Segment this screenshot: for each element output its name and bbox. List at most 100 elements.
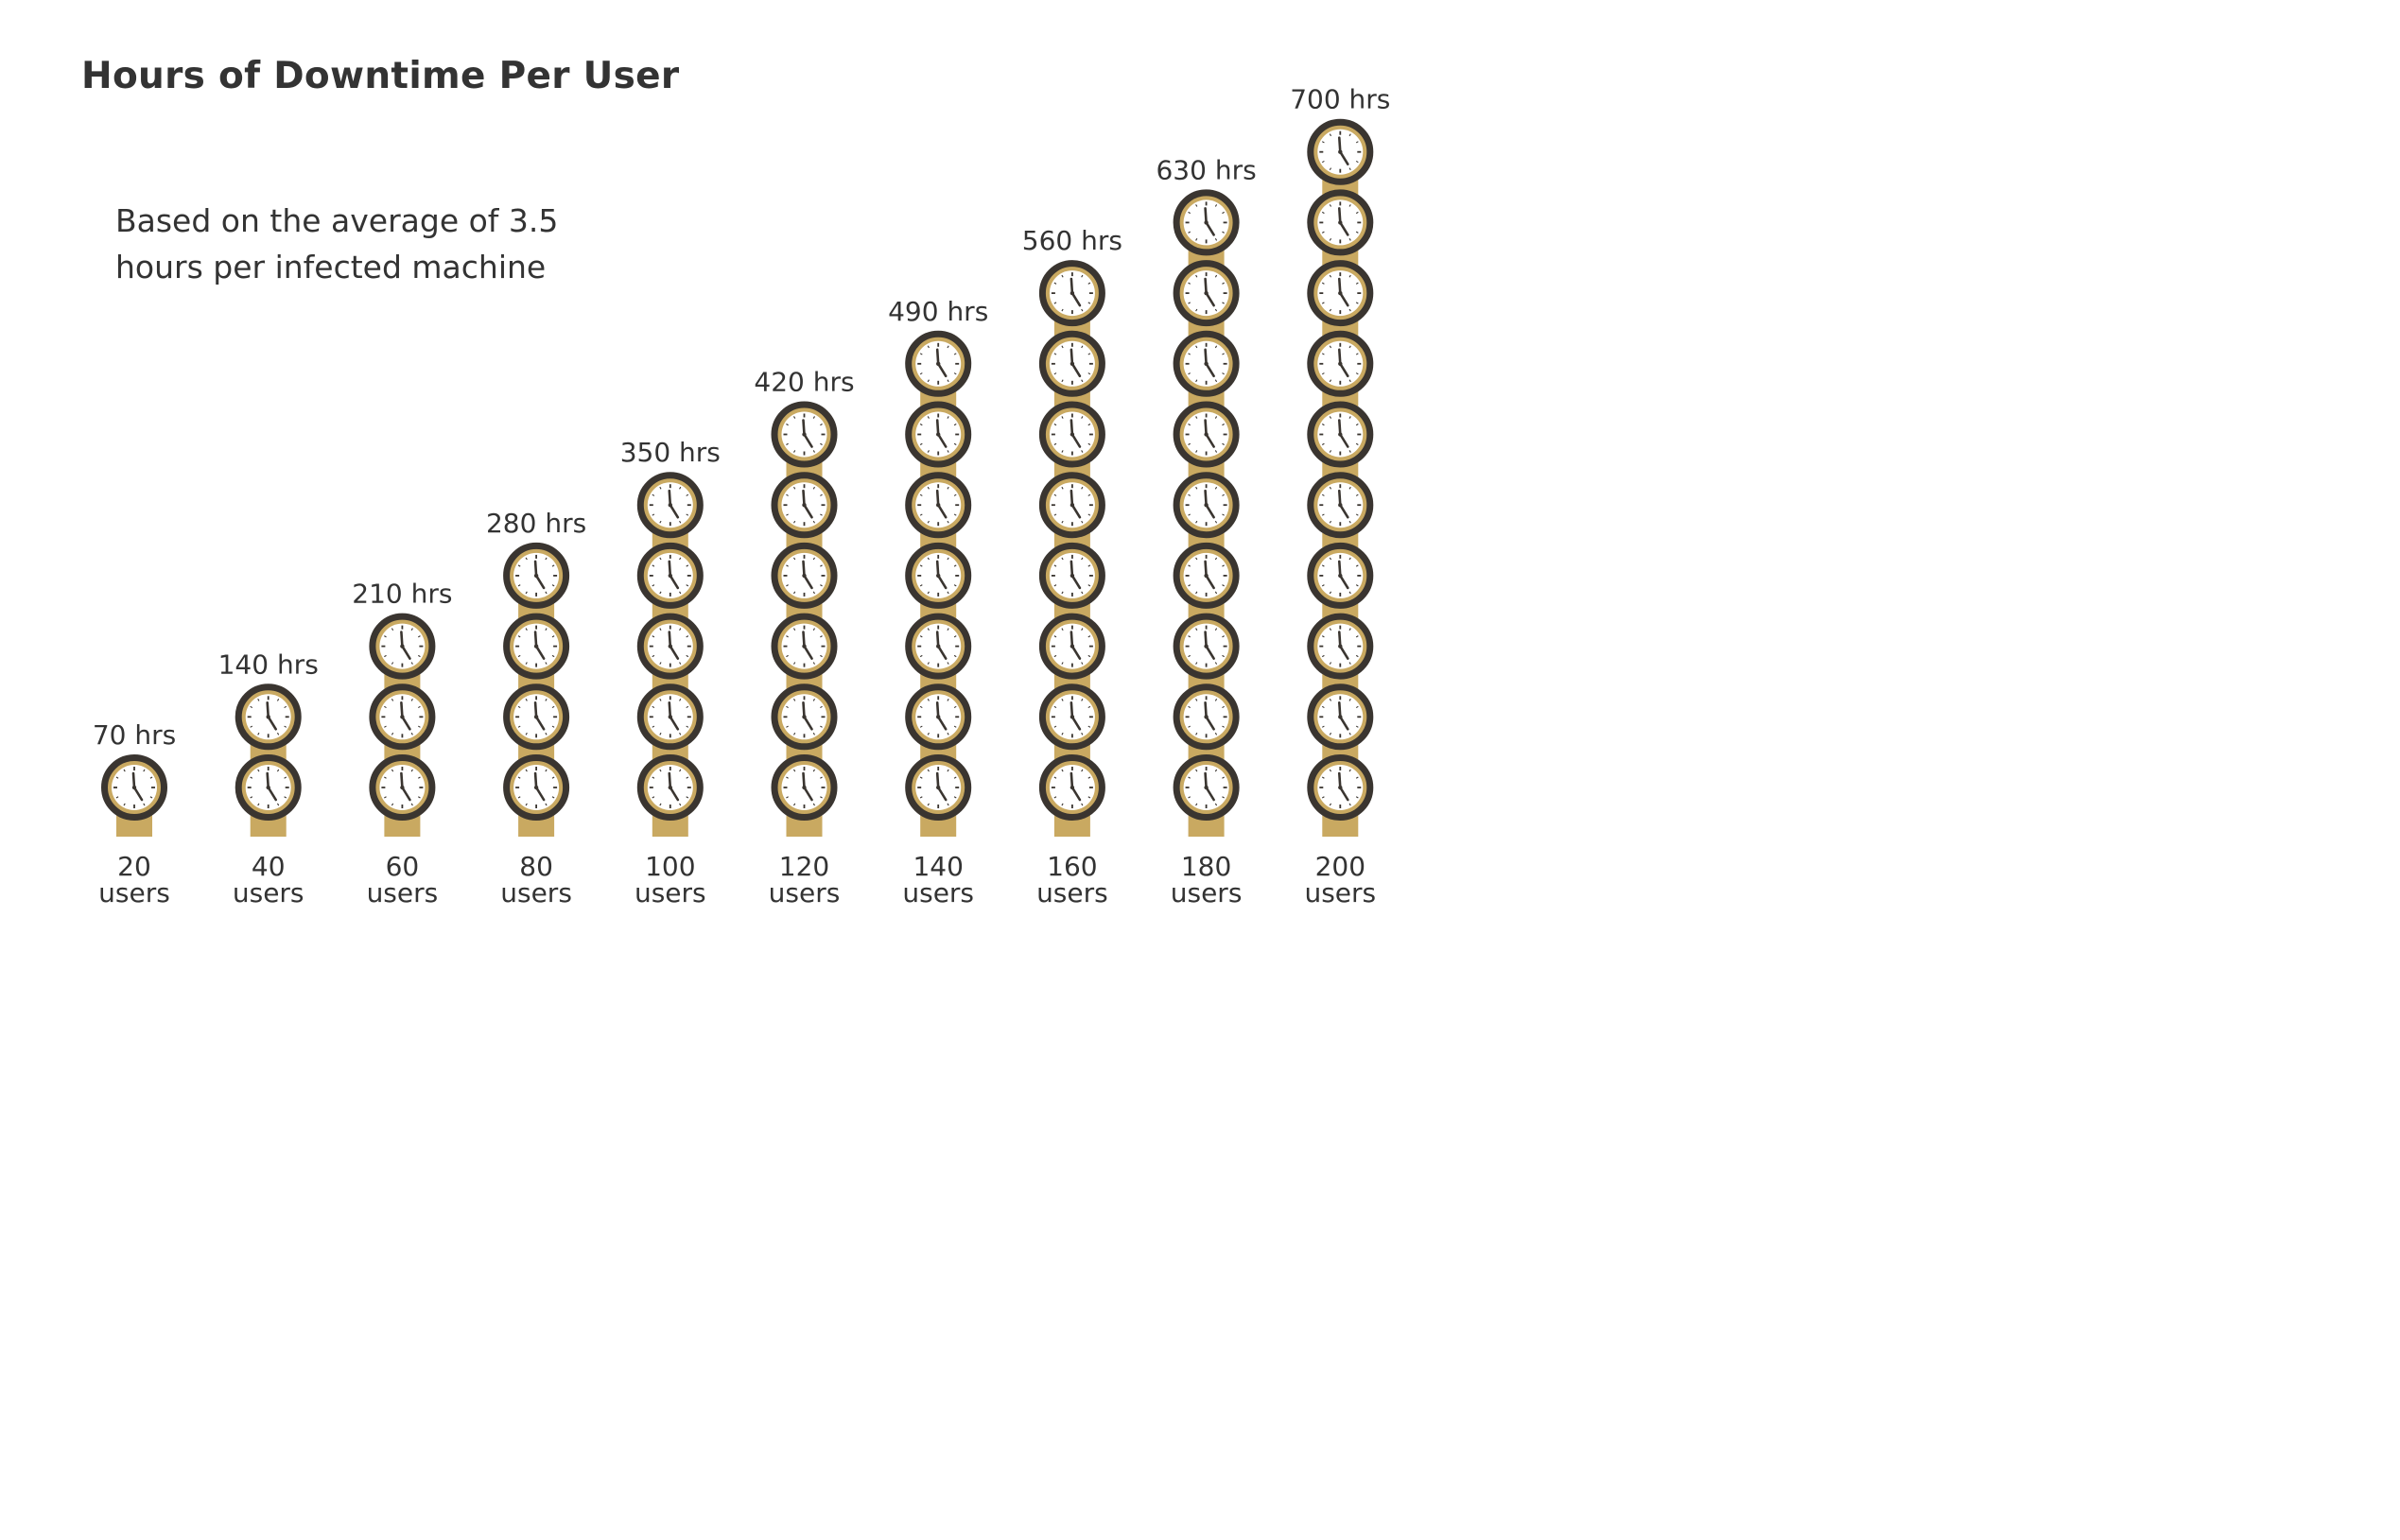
clock-tick [1214,274,1218,278]
clock-hand-minute [1339,291,1349,307]
clock-tick [812,591,815,595]
clock-tick [276,698,280,701]
clock-hand-minute [401,645,411,660]
chart-subtitle: Based on the average of 3.5 hours per in… [115,202,559,286]
clock-tick [384,654,387,658]
clock-icon [101,754,167,821]
clock-tick [927,450,930,453]
clock-tick [659,803,662,806]
clock-tick [1188,353,1191,355]
clock-tick [953,705,957,709]
clock-tick [1087,654,1091,658]
clock-tick [1087,372,1091,375]
chart: Hours of Downtime Per User Based on the … [0,0,1475,946]
clock-hand-minute [936,715,948,731]
clock-tick [517,725,521,728]
clock-tick [1061,450,1064,453]
category-unit-label: users [1036,877,1108,908]
clock-tick [786,564,789,567]
clock-tick [1348,803,1351,806]
clock-tick [1214,698,1218,701]
clock-icon [1038,683,1105,751]
value-label: 210 hrs [352,579,452,610]
clock-tick [1061,557,1064,561]
clock-tick [679,662,682,665]
clock-tick [1188,231,1191,234]
clock-tick [143,769,146,772]
clock-tick [1188,635,1191,638]
clock-hand-minute [669,786,680,802]
category-label: 20 [117,851,151,882]
clock-tick [1214,803,1218,806]
clock-tick [812,803,815,806]
clock-hand-minute [936,574,948,590]
clock-tick [1214,769,1218,772]
clock-tick [652,635,655,638]
clock-tick [384,635,387,638]
clock-tick [1081,557,1084,561]
clock-tick [1195,520,1198,524]
clock-tick [1321,513,1325,516]
clock-tick [525,803,528,806]
clock-icon [636,472,704,539]
clock-icon [1038,401,1105,468]
clock-hand-minute [1205,786,1215,802]
clock-tick [812,520,815,524]
clock-hand-minute [936,433,948,448]
clock-tick [652,776,655,779]
clock-tick [679,698,682,701]
clock-tick [1081,345,1084,349]
clock-hand-minute [1070,715,1082,731]
clock-hand-minute [1205,362,1215,378]
clock-tick [927,662,930,665]
clock-tick [659,698,662,701]
clock-tick [1188,424,1191,426]
clock-pivot [668,573,672,579]
clock-hand-hour [802,631,806,648]
clock-tick [793,769,796,772]
clock-tick [1061,486,1064,490]
value-label: 140 hrs [218,649,319,680]
value-label: 70 hrs [93,719,176,751]
clock-hand-minute [803,645,813,660]
clock-tick [793,557,796,561]
clock-hand-hour [266,701,270,718]
clock-tick [1195,238,1198,241]
clock-tick [953,776,957,779]
clock-tick [1053,776,1057,779]
clock-tick [659,732,662,735]
clock-pivot [1204,573,1209,579]
clock-pivot [802,785,807,790]
clock-pivot [131,785,137,790]
clock-tick [1348,450,1351,453]
clock-tick [1355,160,1359,164]
clock-tick [1087,424,1091,426]
clock-tick [1053,424,1057,426]
clock-icon [1038,754,1105,821]
clock-tick [384,725,387,728]
clock-tick [927,520,930,524]
clock-tick [1222,654,1225,658]
clock-icon [905,472,972,539]
clock-hand-minute [936,645,948,660]
clock-tick [793,628,796,631]
clock-tick [1355,424,1359,426]
clock-icon [1173,472,1240,539]
clock-icon [1307,542,1374,609]
clock-hand-minute [936,362,948,378]
value-label: 350 hrs [620,437,721,468]
clock-tick [284,796,287,799]
clock-icon [1307,189,1374,256]
clock-tick [1053,442,1057,445]
clock-tick [1188,493,1191,496]
clock-pivot [1338,361,1343,366]
clock-hand-minute [1205,433,1215,448]
clock-tick [652,513,655,516]
clock-hand-minute [1339,645,1349,660]
clock-pivot [1070,785,1075,790]
clock-tick [820,635,823,638]
category-label: 40 [252,851,286,882]
clock-tick [149,796,153,799]
clock-hand-minute [803,574,813,590]
